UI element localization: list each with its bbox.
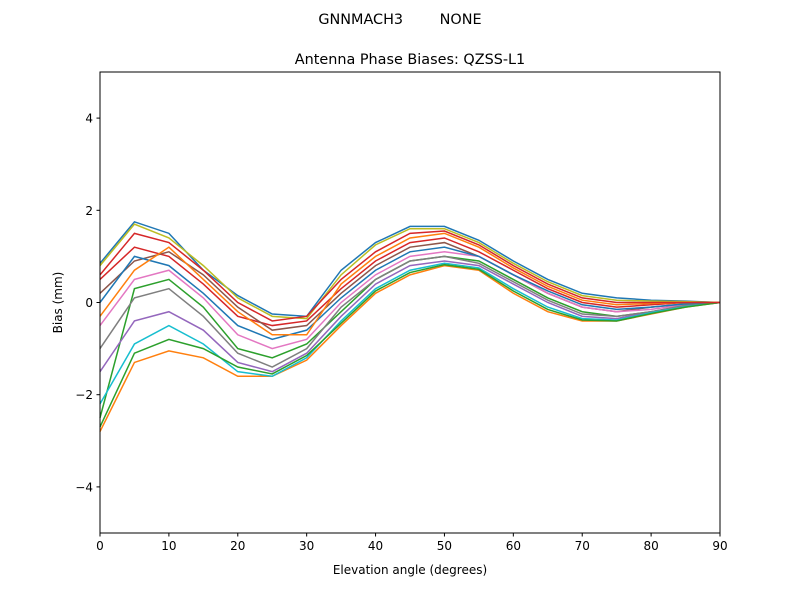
series-line-2	[99, 255, 721, 418]
axis-ticks: 0 10 20 30 40 50 60 70 80 90 −4 −2 0 2 4	[75, 112, 727, 553]
y-tick-label: 4	[85, 112, 93, 126]
series-line-10	[99, 246, 721, 341]
plot-frame	[99, 71, 721, 534]
x-tick-label: 80	[643, 539, 658, 553]
series-line-13	[99, 230, 720, 322]
series-line-4	[99, 260, 721, 373]
series-line-11	[99, 232, 720, 336]
suptitle: GNNMACH3 NONE	[318, 12, 481, 28]
x-tick-label: 40	[368, 539, 383, 553]
x-tick-label: 60	[506, 539, 521, 553]
x-tick-label: 90	[712, 539, 727, 553]
x-axis-label: Elevation angle (degrees)	[333, 563, 487, 577]
series-lines	[99, 220, 721, 432]
series-line-8	[99, 223, 721, 320]
x-tick-label: 20	[230, 539, 245, 553]
x-tick-label: 0	[96, 539, 104, 553]
y-tick-label: 0	[85, 296, 93, 310]
y-tick-label: −4	[75, 480, 93, 494]
chart-title: Antenna Phase Biases: QZSS-L1	[295, 52, 525, 68]
y-tick-label: 2	[85, 204, 93, 218]
x-tick-label: 10	[161, 539, 176, 553]
series-line-3	[99, 237, 720, 327]
x-tick-label: 30	[299, 539, 314, 553]
x-tick-label: 50	[437, 539, 452, 553]
series-line-6	[99, 251, 721, 350]
series-line-9	[99, 262, 721, 405]
series-line-12	[99, 263, 721, 428]
y-axis-label: Bias (mm)	[51, 272, 65, 334]
x-tick-label: 70	[575, 539, 590, 553]
y-tick-label: −2	[75, 388, 93, 402]
series-line-7	[99, 255, 721, 368]
